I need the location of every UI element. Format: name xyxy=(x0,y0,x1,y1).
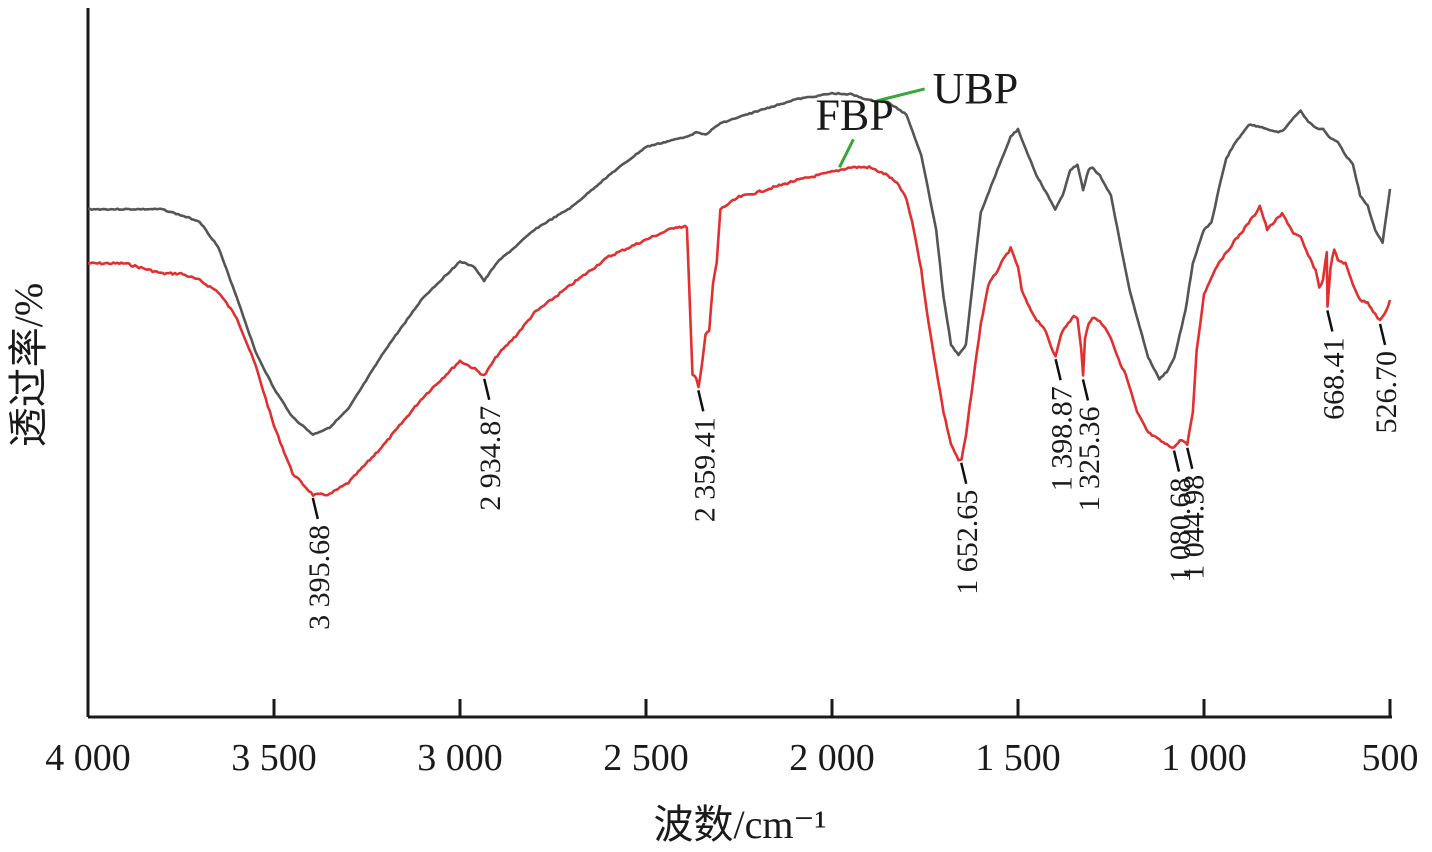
peak-annotation: 2 934.87 xyxy=(474,378,507,511)
peak-annotation: 1 325.36 xyxy=(1073,379,1106,512)
peak-annotation: 1 044.98 xyxy=(1177,447,1210,580)
x-tick-label: 1 500 xyxy=(975,737,1061,779)
peak-label: 2 934.87 xyxy=(474,406,507,511)
x-tick-label: 2 000 xyxy=(789,737,875,779)
peak-label: 1 080.68 xyxy=(1164,478,1197,583)
peak-label: 668.41 xyxy=(1317,337,1350,420)
peak-leader xyxy=(697,390,705,412)
peak-annotations: 3 395.68 2 934.87 2 359.41 1 652.65 1 398.87… xyxy=(303,310,1403,630)
peak-annotation: 1 398.87 xyxy=(1046,358,1079,491)
x-ticks: 4 000 3 500 3 000 2 500 2 000 1 500 1 000 500 xyxy=(45,699,1419,779)
peak-label: 526.70 xyxy=(1370,351,1403,434)
peak-annotation: 526.70 xyxy=(1370,323,1403,434)
peak-annotation: 3 395.68 xyxy=(303,497,336,630)
peak-annotation: 668.41 xyxy=(1317,310,1350,420)
x-tick-label: 2 500 xyxy=(603,737,689,779)
peak-label: 1 044.98 xyxy=(1177,475,1210,580)
series-label-ubp: UBP xyxy=(933,64,1019,113)
peak-label: 3 395.68 xyxy=(303,525,336,630)
peak-annotation: 1 652.65 xyxy=(951,462,984,595)
series-line-ubp xyxy=(87,91,1392,436)
x-tick-label: 3 000 xyxy=(417,737,503,779)
x-tick-label: 4 000 xyxy=(45,737,131,779)
peak-label: 1 325.36 xyxy=(1073,407,1106,512)
series-labels: UBP FBP xyxy=(815,64,1019,168)
y-axis-title: 透过率/% xyxy=(6,283,51,447)
peak-label: 1 652.65 xyxy=(951,490,984,595)
series-line-fbp xyxy=(87,165,1392,497)
peak-leader xyxy=(483,378,491,401)
series-label-leader xyxy=(838,138,855,168)
x-tick-label: 500 xyxy=(1362,737,1419,779)
x-tick-label: 1 000 xyxy=(1161,737,1247,779)
peak-label: 2 359.41 xyxy=(688,417,721,522)
series-label-leader xyxy=(876,87,926,103)
peak-leader xyxy=(1326,310,1334,332)
peak-annotation: 2 359.41 xyxy=(688,390,721,522)
peak-label: 1 398.87 xyxy=(1046,386,1079,491)
series-layer xyxy=(87,91,1392,497)
peak-annotation: 1 080.68 xyxy=(1164,450,1197,583)
series-label-fbp: FBP xyxy=(815,90,893,139)
peak-leader xyxy=(311,497,320,520)
peak-leader xyxy=(1186,447,1194,470)
peak-leader xyxy=(1054,358,1062,381)
x-axis-title: 波数/cm⁻¹ xyxy=(653,802,826,847)
axes xyxy=(86,8,1392,719)
peak-leader xyxy=(959,462,968,485)
peak-leader xyxy=(1081,379,1090,401)
x-tick-label: 3 500 xyxy=(231,737,317,779)
peak-leader xyxy=(1378,323,1387,346)
peak-leader xyxy=(1172,450,1181,472)
